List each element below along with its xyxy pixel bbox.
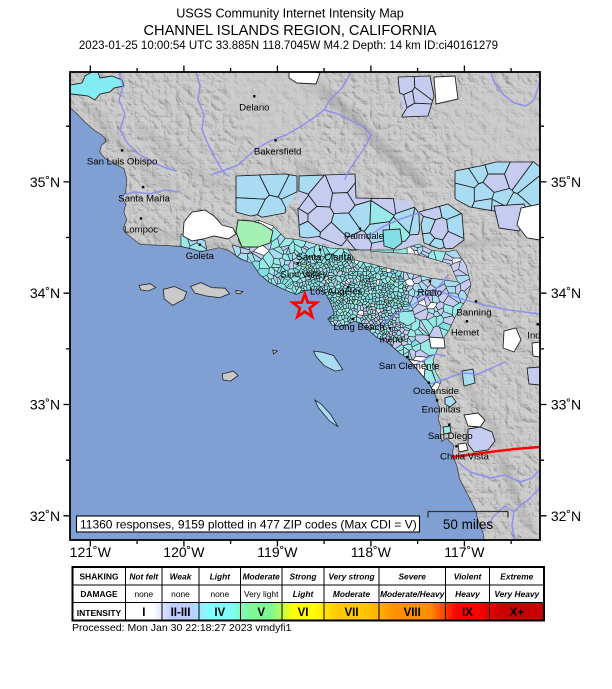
svg-text:Strong: Strong (290, 572, 317, 582)
svg-text:119˚W: 119˚W (257, 544, 298, 560)
svg-text:Very strong: Very strong (328, 572, 374, 582)
svg-text:2023-01-25 10:00:54 UTC 33.885: 2023-01-25 10:00:54 UTC 33.885N 118.7045… (79, 40, 498, 52)
svg-text:San Diego: San Diego (428, 431, 473, 442)
svg-text:33˚N: 33˚N (551, 397, 581, 413)
svg-text:X+: X+ (510, 607, 525, 619)
svg-text:II-III: II-III (171, 607, 191, 619)
svg-text:32˚N: 32˚N (30, 508, 60, 524)
svg-text:Weak: Weak (170, 572, 192, 582)
svg-text:Violent: Violent (454, 572, 483, 582)
svg-text:Los Angeles: Los Angeles (310, 287, 362, 298)
svg-text:50 miles: 50 miles (443, 517, 494, 532)
svg-text:Oceanside: Oceanside (413, 386, 459, 397)
svg-text:Chula Vista: Chula Vista (440, 452, 490, 463)
svg-text:Heavy: Heavy (455, 589, 480, 599)
svg-text:Delano: Delano (239, 103, 269, 114)
svg-text:Bakersfield: Bakersfield (254, 147, 301, 158)
svg-text:DAMAGE: DAMAGE (80, 589, 118, 599)
svg-text:USGS Community Internet Intens: USGS Community Internet Intensity Map (176, 7, 403, 21)
svg-text:117˚W: 117˚W (444, 544, 485, 560)
svg-text:35˚N: 35˚N (551, 174, 581, 190)
svg-text:Severe: Severe (398, 572, 426, 582)
svg-text:121˚W: 121˚W (70, 544, 112, 560)
svg-text:Lompoc: Lompoc (124, 225, 158, 236)
svg-text:VI: VI (298, 607, 309, 619)
svg-text:CHANNEL ISLANDS REGION, CALIFO: CHANNEL ISLANDS REGION, CALIFORNIA (143, 23, 436, 39)
svg-text:none: none (171, 589, 190, 599)
svg-text:Banning: Banning (456, 308, 491, 319)
svg-text:Hemet: Hemet (451, 328, 480, 339)
svg-text:V: V (257, 607, 265, 619)
svg-text:Long Beach: Long Beach (333, 322, 384, 333)
svg-text:Simi Valley: Simi Valley (280, 270, 327, 281)
svg-text:120˚W: 120˚W (163, 544, 205, 560)
svg-text:San Clemente: San Clemente (379, 361, 440, 372)
svg-text:Moderate: Moderate (243, 572, 281, 582)
svg-text:33˚N: 33˚N (30, 397, 60, 413)
svg-text:Santa Clarita: Santa Clarita (296, 252, 352, 263)
svg-text:Processed: Mon Jan 30 22:18:27: Processed: Mon Jan 30 22:18:27 2023 vmdy… (72, 622, 292, 634)
svg-text:Extreme: Extreme (500, 572, 533, 582)
svg-text:INTENSITY: INTENSITY (77, 608, 122, 618)
svg-text:Indio: Indio (527, 331, 548, 342)
svg-text:Santa Maria: Santa Maria (118, 193, 170, 204)
svg-text:SHAKING: SHAKING (79, 572, 119, 582)
svg-text:I: I (142, 607, 145, 619)
svg-text:35˚N: 35˚N (30, 174, 60, 190)
svg-text:VII: VII (344, 607, 358, 619)
svg-text:11360 responses, 9159 plotted: 11360 responses, 9159 plotted in 477 ZIP… (80, 518, 417, 532)
svg-text:Rialto: Rialto (418, 288, 443, 299)
svg-text:32˚N: 32˚N (551, 508, 581, 524)
svg-text:34˚N: 34˚N (551, 285, 581, 301)
svg-text:Light: Light (293, 589, 315, 599)
svg-text:Light: Light (210, 572, 232, 582)
svg-text:none: none (210, 589, 229, 599)
svg-text:San Luis Obispo: San Luis Obispo (87, 157, 157, 168)
svg-text:Moderate: Moderate (333, 589, 371, 599)
svg-text:Very light: Very light (244, 589, 279, 599)
svg-text:Palmdale: Palmdale (344, 231, 384, 242)
svg-text:Not felt: Not felt (129, 572, 159, 582)
svg-text:Encinitas: Encinitas (422, 405, 461, 416)
svg-text:IV: IV (214, 607, 225, 619)
svg-text:IX: IX (462, 607, 473, 619)
svg-text:none: none (134, 589, 153, 599)
svg-text:118˚W: 118˚W (351, 544, 392, 560)
svg-text:Very Heavy: Very Heavy (494, 589, 539, 599)
svg-text:VIII: VIII (404, 607, 421, 619)
svg-text:34˚N: 34˚N (30, 285, 60, 301)
svg-text:Irvine: Irvine (379, 335, 402, 346)
svg-text:Moderate/Heavy: Moderate/Heavy (380, 589, 445, 599)
svg-text:Goleta: Goleta (186, 251, 215, 262)
